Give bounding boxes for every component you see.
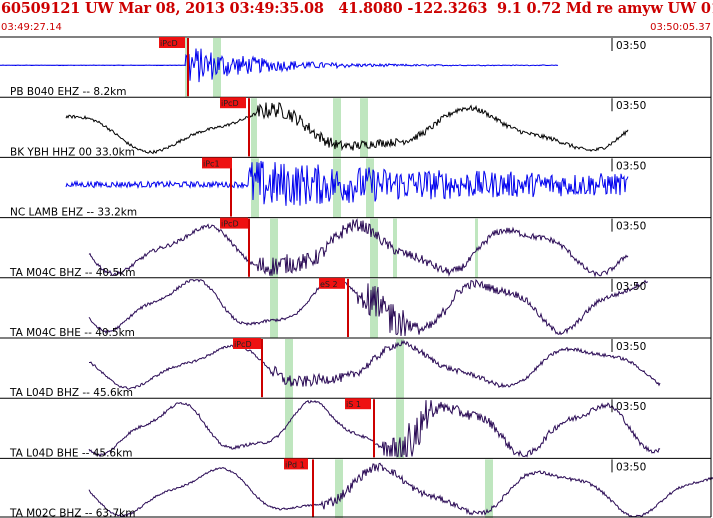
pick-band [333, 158, 341, 218]
waveform-trace [88, 279, 648, 337]
pick-label-box [345, 398, 371, 410]
pick-band [270, 278, 278, 338]
event-header-title: 60509121 UW Mar 08, 2013 03:49:35.08 41.… [1, 0, 713, 17]
time-label: 03:50 [616, 40, 646, 52]
pick-band [251, 158, 259, 218]
pick-label-box [202, 157, 232, 169]
waveform-trace [89, 339, 661, 390]
trace-station-label: TA L04D BHZ -- 45.6km [9, 387, 133, 399]
pick-band [396, 339, 404, 399]
pick-label: iPcD [221, 220, 239, 229]
pick-band [285, 399, 293, 459]
pick-band [360, 98, 368, 158]
pick-label-box [319, 277, 345, 289]
waveform-trace [65, 102, 629, 155]
pick-band [333, 98, 341, 158]
pick-band [370, 218, 378, 278]
pick-label-box [220, 217, 248, 229]
pick-band [285, 339, 293, 399]
time-label: 03:50 [616, 221, 646, 233]
waveform-trace [0, 48, 559, 83]
pick-band [396, 399, 404, 459]
pick-label: iPcD [160, 39, 178, 48]
trace-station-label: NC LAMB EHZ -- 33.2km [10, 207, 137, 219]
pick-band [485, 459, 493, 518]
pick-label: iPc1 [203, 159, 220, 168]
time-label: 03:50 [616, 401, 646, 413]
pick-band [270, 218, 278, 278]
pick-band [370, 278, 378, 338]
time-label: 03:50 [616, 100, 646, 112]
pick-label: eS 2 [320, 280, 338, 289]
trace-station-label: TA M04C BHZ -- 40.5km [9, 267, 135, 279]
window-start-time: 03:49:27.14 [1, 22, 62, 33]
pick-band [393, 218, 397, 278]
pick-label-box [284, 458, 308, 470]
pick-label: iPcD [221, 99, 239, 108]
trace-station-label: TA L04D BHE -- 45.6km [9, 447, 132, 459]
pick-band [251, 98, 257, 158]
pick-label: iPd 1 [285, 460, 305, 469]
waveform-trace [88, 218, 629, 278]
time-label: 03:50 [616, 461, 646, 473]
pick-label-box [233, 338, 261, 349]
pick-label-box [220, 97, 246, 109]
window-end-time: 03:50:05.37 [650, 22, 711, 33]
time-label: 03:50 [616, 281, 646, 293]
waveform-trace [65, 160, 629, 206]
pick-band [366, 158, 374, 218]
time-label: 03:50 [616, 160, 646, 172]
pick-label: iS 1 [346, 400, 361, 409]
pick-label-box [159, 37, 185, 48]
waveform-trace [88, 462, 713, 518]
trace-station-label: PB B040 EHZ -- 8.2km [10, 86, 126, 98]
pick-label: iPcD [234, 340, 252, 349]
trace-station-label: TA M04C BHE -- 40.5km [9, 327, 135, 339]
trace-station-label: TA M02C BHZ -- 63.7km [9, 508, 135, 518]
time-label: 03:50 [616, 341, 646, 353]
pick-band [335, 459, 343, 518]
trace-station-label: BK YBH HHZ 00 33.0km [10, 146, 135, 158]
